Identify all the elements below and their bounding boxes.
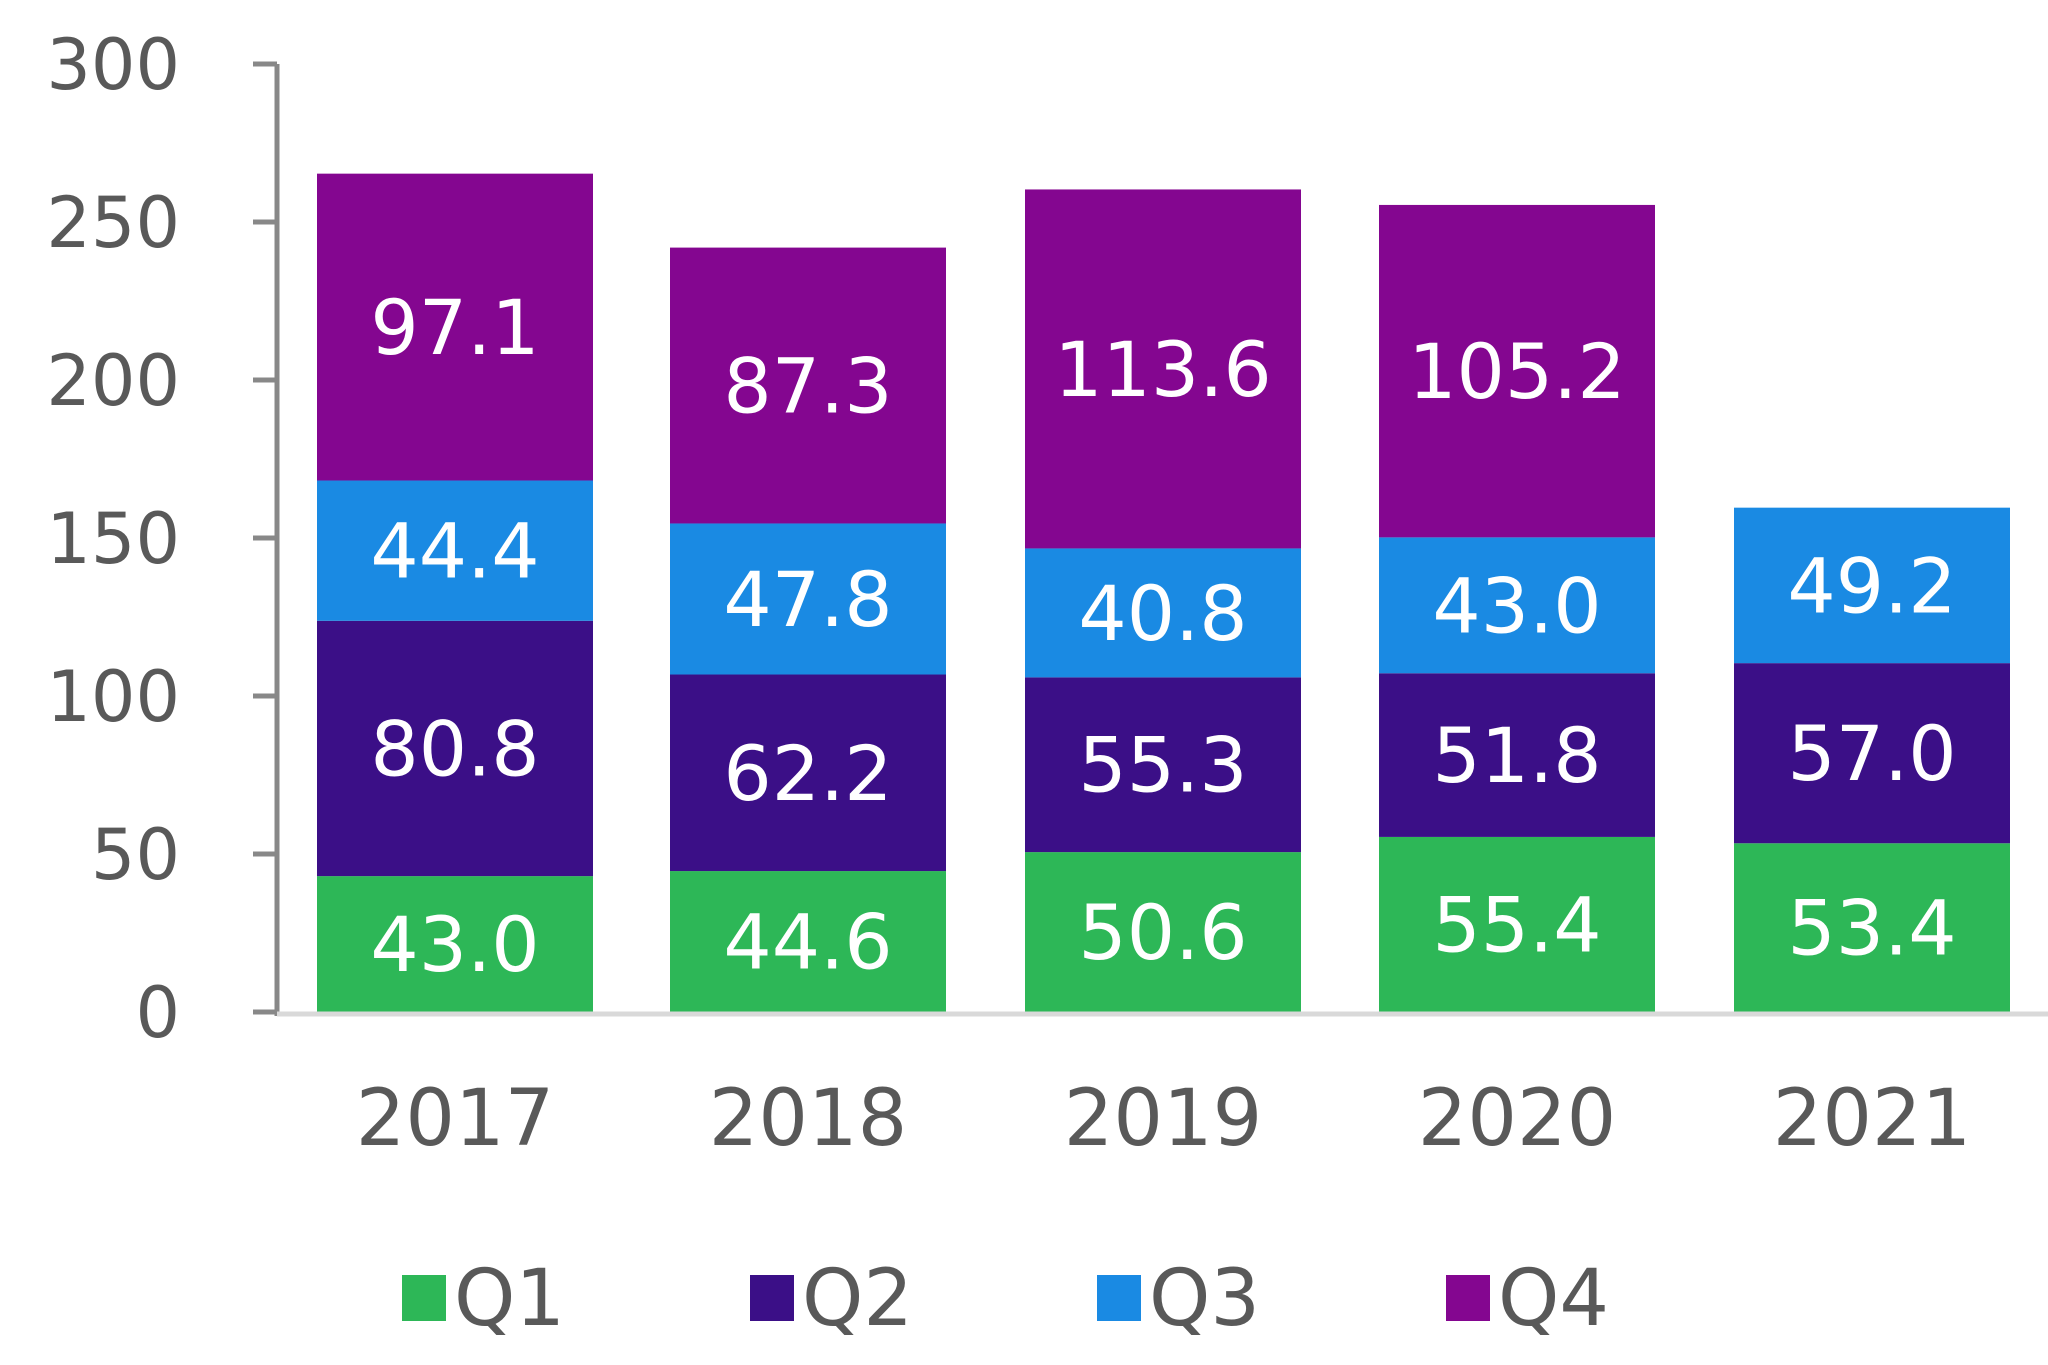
bar-segment-q4 bbox=[317, 173, 593, 481]
legend-label-q1: Q1 bbox=[454, 1254, 565, 1344]
x-tick-label: 2021 bbox=[1773, 1074, 1972, 1164]
data-label: 105.2 bbox=[1408, 327, 1626, 416]
bar-segment-q3 bbox=[1025, 548, 1301, 678]
data-label: 113.6 bbox=[1054, 325, 1272, 414]
x-tick-label: 2018 bbox=[709, 1074, 908, 1164]
data-label: 44.4 bbox=[370, 507, 539, 596]
data-label: 43.0 bbox=[1432, 561, 1601, 650]
bar-segment-q2 bbox=[1379, 673, 1655, 837]
x-tick-label: 2020 bbox=[1418, 1074, 1617, 1164]
data-label: 47.8 bbox=[723, 555, 892, 644]
bar-segment-q3 bbox=[1734, 507, 2010, 664]
y-tick-label: 50 bbox=[91, 814, 180, 896]
data-label: 97.1 bbox=[370, 283, 539, 372]
legend-label-q3: Q3 bbox=[1149, 1254, 1260, 1344]
bar-segment-q3 bbox=[1379, 537, 1655, 674]
legend-swatch-q2 bbox=[750, 1275, 794, 1321]
bar-segment-q4 bbox=[670, 247, 946, 524]
x-tick-label: 2017 bbox=[356, 1074, 555, 1164]
bar-segment-q1 bbox=[1025, 852, 1301, 1012]
x-axis: 2017 2018 2019 2020 2021 bbox=[277, 1011, 2048, 1164]
bar-segment-q3 bbox=[317, 480, 593, 621]
legend-label-q2: Q2 bbox=[802, 1254, 913, 1344]
bar-segment-q1 bbox=[1734, 843, 2010, 1012]
data-label: 62.2 bbox=[723, 729, 892, 818]
y-axis: 0 50 100 150 200 250 300 bbox=[46, 24, 280, 1054]
bar-segment-q2 bbox=[670, 674, 946, 872]
data-label: 40.8 bbox=[1078, 569, 1247, 658]
bar-segment-q3 bbox=[670, 523, 946, 675]
bar-segment-q4 bbox=[1379, 204, 1655, 538]
bar-segment-q2 bbox=[317, 620, 593, 877]
x-tick-label: 2019 bbox=[1064, 1074, 1263, 1164]
data-label: 50.6 bbox=[1078, 888, 1247, 977]
legend-swatch-q1 bbox=[402, 1275, 446, 1321]
legend: Q1 Q2 Q3 Q4 bbox=[402, 1254, 1609, 1344]
data-label: 43.0 bbox=[370, 900, 539, 989]
data-label: 55.3 bbox=[1078, 721, 1247, 810]
bar-segment-q1 bbox=[1379, 836, 1655, 1012]
bar-segment-q4 bbox=[1025, 189, 1301, 549]
data-label: 80.8 bbox=[370, 704, 539, 793]
y-tick-label: 100 bbox=[46, 656, 180, 738]
y-tick-label: 300 bbox=[46, 24, 180, 106]
legend-swatch-q3 bbox=[1097, 1275, 1141, 1321]
bar-segment-q1 bbox=[317, 876, 593, 1012]
legend-label-q4: Q4 bbox=[1498, 1254, 1609, 1344]
data-label: 51.8 bbox=[1432, 711, 1601, 800]
y-tick-label: 0 bbox=[135, 972, 180, 1054]
legend-swatch-q4 bbox=[1446, 1275, 1490, 1321]
bars: 43.0 80.8 44.4 97.1 44.6 62.2 47.8 87.3 50.6 55.3… bbox=[317, 173, 2010, 1012]
y-tick-label: 200 bbox=[46, 340, 180, 422]
bar-segment-q2 bbox=[1025, 677, 1301, 853]
y-tick-label: 150 bbox=[46, 498, 180, 580]
data-label: 44.6 bbox=[723, 898, 892, 987]
data-label: 55.4 bbox=[1432, 880, 1601, 969]
y-tick-label: 250 bbox=[46, 182, 180, 264]
bar-segment-q2 bbox=[1734, 663, 2010, 844]
data-label: 49.2 bbox=[1787, 541, 1956, 630]
data-label: 53.4 bbox=[1787, 884, 1956, 973]
data-label: 57.0 bbox=[1787, 709, 1956, 798]
bar-segment-q1 bbox=[670, 871, 946, 1012]
data-label: 87.3 bbox=[723, 342, 892, 431]
